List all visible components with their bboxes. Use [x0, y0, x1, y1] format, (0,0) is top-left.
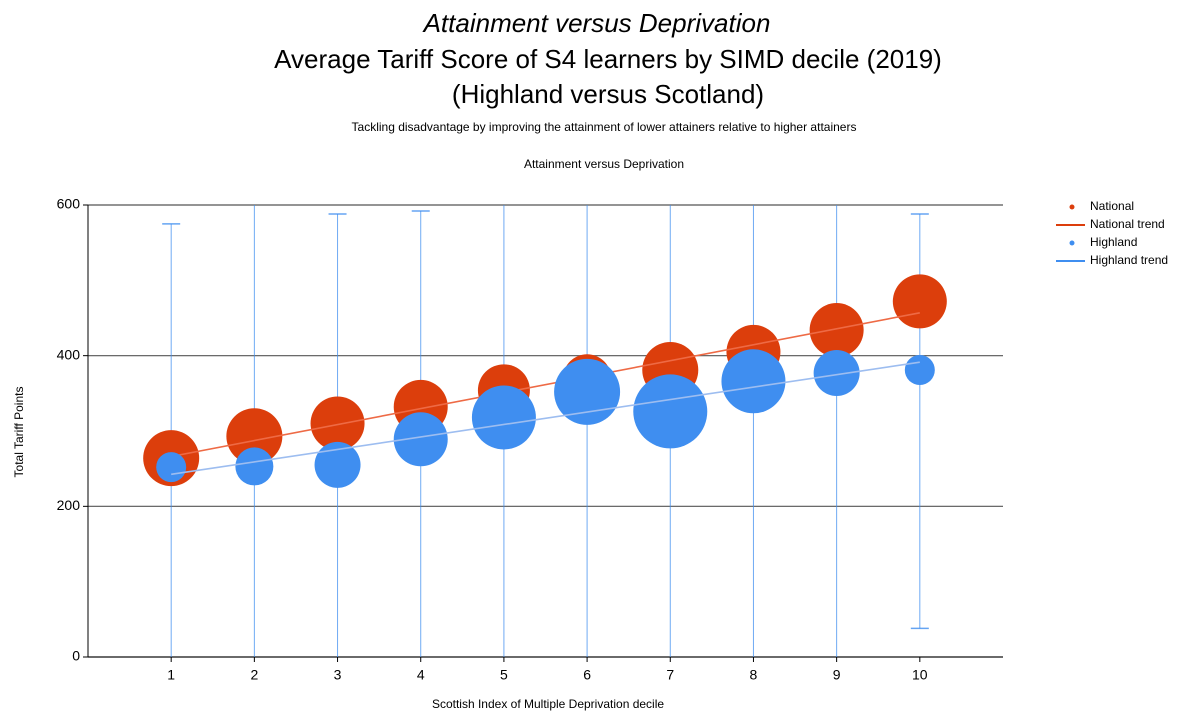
x-tick-label: 5	[500, 667, 508, 683]
trend-line	[171, 361, 920, 476]
bubble	[226, 408, 283, 465]
bubble	[393, 412, 448, 467]
x-tick-label: 4	[417, 667, 425, 683]
x-tick-label: 8	[750, 667, 758, 683]
bubble	[235, 447, 274, 486]
chart-subtitle: (Highland versus Scotland)	[452, 79, 764, 109]
caption: Tackling disadvantage by improving the a…	[352, 120, 857, 134]
bubble	[314, 441, 361, 488]
x-tick-label: 2	[250, 667, 258, 683]
y-axis-label: Total Tariff Points	[12, 387, 26, 478]
trend-line	[171, 312, 920, 458]
x-axis-label: Scottish Index of Multiple Deprivation d…	[432, 697, 664, 711]
bubble	[633, 374, 708, 449]
chart-title: Attainment versus Deprivation	[422, 8, 771, 38]
x-tick-label: 10	[912, 667, 928, 683]
bubble	[813, 349, 860, 396]
x-tick-label: 9	[833, 667, 841, 683]
bubble	[471, 385, 536, 450]
y-tick-label: 200	[57, 497, 81, 513]
x-tick-label: 1	[167, 667, 175, 683]
bubble	[156, 452, 187, 483]
legend-label: Highland trend	[1090, 253, 1168, 267]
legend-marker	[1069, 204, 1075, 210]
bubble	[892, 274, 947, 329]
x-tick-label: 3	[334, 667, 342, 683]
x-tick-label: 6	[583, 667, 591, 683]
bubble	[809, 303, 864, 358]
chart-subtitle: Average Tariff Score of S4 learners by S…	[274, 44, 942, 74]
bubble	[554, 358, 621, 425]
x-tick-label: 7	[666, 667, 674, 683]
legend-label: Highland	[1090, 235, 1137, 249]
y-tick-label: 0	[72, 648, 80, 664]
y-tick-label: 400	[57, 346, 81, 362]
legend-label: National trend	[1090, 217, 1165, 231]
bubble	[721, 349, 786, 414]
legend-marker	[1069, 240, 1075, 246]
legend-label: National	[1090, 199, 1134, 213]
bubble	[310, 396, 365, 451]
inner-title: Attainment versus Deprivation	[524, 157, 684, 171]
bubble	[904, 354, 935, 385]
y-tick-label: 600	[57, 196, 81, 212]
